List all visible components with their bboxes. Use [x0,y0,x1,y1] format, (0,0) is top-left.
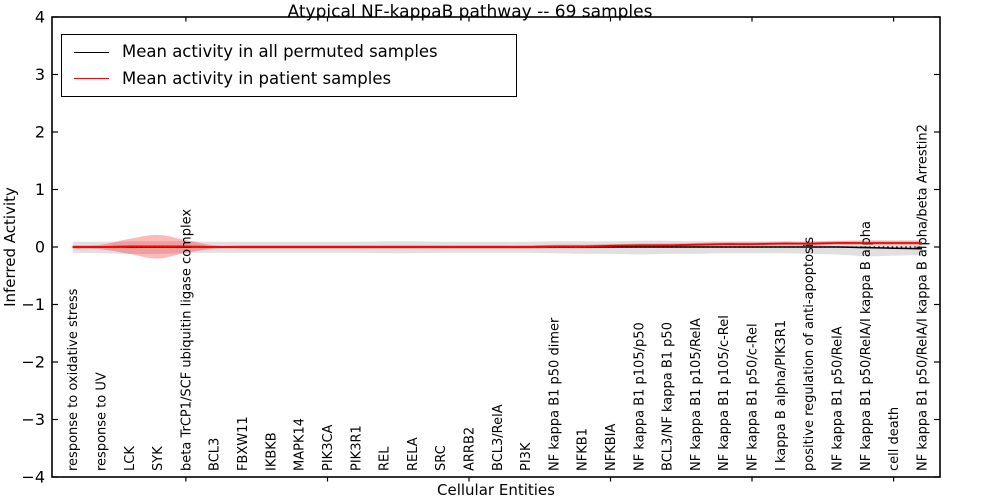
x-entity-label: PI3K [519,442,534,471]
x-entity-label: NF kappa B1 p50/RelA [831,326,846,471]
x-entity-label: response to UV [95,372,110,471]
chart-title: Atypical NF-kappaB pathway -- 69 samples [287,2,653,22]
x-entity-label: NF kappa B1 p105/c-Rel [717,315,732,471]
x-entity-label: NF kappa B1 p105/RelA [689,318,704,471]
x-entity-label: MAPK14 [293,418,308,471]
x-entity-label: NF kappa B1 p50 dimer [547,317,562,471]
x-entity-label: RELA [406,437,421,471]
x-entity-label: SYK [151,446,166,471]
x-entity-label: NF kappa B1 p105/p50 [632,322,647,471]
x-entity-label: BCL3/NF kappa B1 p50 [661,322,676,471]
legend-line-patient-swatch [74,78,109,80]
y-axis-label: Inferred Activity [1,187,19,307]
x-entity-label: PIK3CA [321,424,336,471]
legend-item-label: Mean activity in patient samples [122,68,392,88]
legend: Mean activity in all permuted samples Me… [61,34,517,97]
legend-line-permuted-swatch [74,51,109,53]
x-entity-label: IKBKB [264,432,279,471]
x-entity-label: SRC [434,445,449,471]
x-entity-label: BCL3/RelA [491,404,506,471]
y-tick-label: 0 [35,238,45,257]
legend-item-permuted: Mean activity in all permuted samples [74,42,506,61]
x-entity-label: I kappa B alpha/PIK3R1 [774,320,789,471]
x-entity-label: NFKBIA [604,424,619,471]
y-tick-label: 4 [35,8,45,27]
x-entity-label: cell death [887,407,902,471]
x-entity-label: NF kappa B1 p50/c-Rel [746,323,761,471]
y-tick-label: 3 [35,65,45,84]
y-tick-label: −4 [21,468,45,487]
x-entity-label: beta TrCP1/SCF ubiquitin ligase complex [179,209,194,471]
legend-item-patient: Mean activity in patient samples [74,68,506,88]
plot-frame [51,16,941,478]
x-entity-label: PIK3R1 [349,425,364,471]
x-entity-label: BCL3 [208,438,223,471]
x-entity-label: response to oxidative stress [66,288,81,471]
y-tick-label: −1 [21,295,45,314]
y-tick-label: 1 [35,180,45,199]
x-entity-label: NFKB1 [576,428,591,471]
y-tick-label: −3 [21,410,45,429]
x-entity-label: positive regulation of anti-apoptosis [802,237,817,471]
x-entity-label: NF kappa B1 p50/RelA/I kappa B alpha [859,221,874,471]
x-entity-label: REL [378,446,393,471]
y-tick-label: 2 [35,123,45,142]
mean-line-patient [72,242,922,248]
x-axis-label: Cellular Entities [437,481,555,499]
x-entity-label: NF kappa B1 p50/RelA/I kappa B alpha/bet… [915,124,930,471]
y-tick-labels: −4 −3 −2 −1 0 1 2 3 4 [21,8,45,487]
legend-item-label: Mean activity in all permuted samples [122,42,438,61]
x-entity-label: FBXW11 [236,416,251,471]
y-tick-label: −2 [21,353,45,372]
x-entity-labels: response to oxidative stress response to … [66,124,930,471]
x-entity-label: ARRB2 [463,427,478,471]
x-entity-label: LCK [123,446,138,471]
